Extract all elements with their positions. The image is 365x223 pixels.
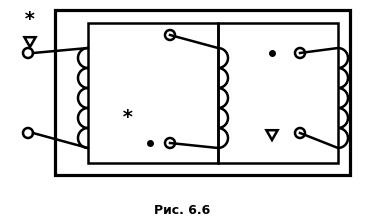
Text: Рис. 6.6: Рис. 6.6 bbox=[154, 204, 210, 217]
Text: *: * bbox=[122, 109, 134, 128]
Text: *: * bbox=[24, 10, 36, 29]
Bar bbox=[218, 23, 338, 163]
Bar bbox=[88, 23, 218, 163]
Bar bbox=[55, 10, 350, 175]
